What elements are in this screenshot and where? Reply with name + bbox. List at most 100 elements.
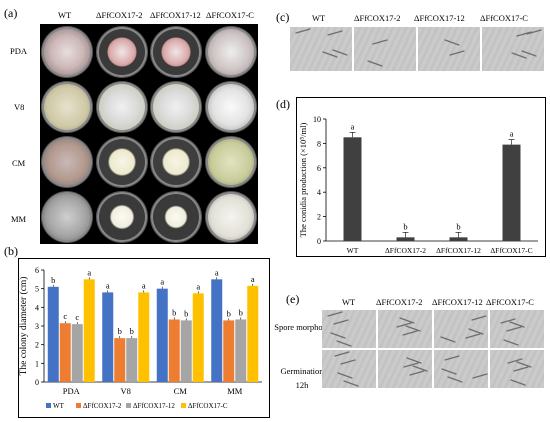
spore [396,322,412,328]
spore [327,311,343,317]
column-header-ko2: ΔFfCOX17-2 [376,297,423,307]
bar [114,338,126,382]
significance-letter: b [403,221,407,231]
column-header-wt: WT [342,297,356,307]
spore [468,328,484,335]
bar [343,137,362,241]
bar [138,292,150,382]
y-tick-label: 5 [35,285,39,294]
legend-label: WT [53,402,65,410]
spore [327,30,343,36]
significance-letter: c [63,311,67,321]
column-header-comp: ΔFfCOX17-C [480,13,528,23]
y-tick-label: 3 [35,322,39,331]
spore [399,317,415,324]
spore [516,361,532,368]
x-tick-label: WT [347,246,359,255]
conidia-micrographs [290,27,546,71]
spore [295,28,311,34]
culture-plate [96,136,147,187]
culture-plates-photo [40,24,258,244]
micrograph-tile [378,310,432,348]
spore [465,333,481,339]
conidia-production-chart: 0 2 4 6 8 10 The conidia production (×10⁵/ml) a… [298,115,538,255]
spore [405,325,421,332]
spore-sketch [444,39,465,56]
significance-letter: b [456,221,460,231]
spore [336,340,352,347]
micrograph-tile [354,27,416,71]
spore [333,319,349,325]
culture-plate [42,26,93,77]
culture-plate [96,81,147,132]
row-label-v8: V8 [14,102,25,112]
spore [447,376,463,383]
y-tick-label: 10 [313,115,321,124]
culture-plate [205,26,256,77]
y-axis-label: The conidia production (×10⁵/ml) [298,122,308,237]
legend-swatch [46,403,51,408]
spore [444,355,460,361]
spore [510,379,526,386]
x-tick-label: PDA [63,386,81,396]
bar [211,279,223,382]
significance-letter: b [227,308,231,318]
spore [406,357,422,364]
significance-letter: b [239,307,243,317]
micrograph-tile [434,310,488,348]
spore [513,366,529,372]
spore [521,50,537,57]
spore [340,359,356,365]
row-label-pda: PDA [10,46,28,56]
micrograph-tile [378,350,432,388]
spore [330,332,346,339]
culture-plate [205,81,256,132]
panel-b-label: (b) [4,244,18,258]
bar [396,237,415,241]
column-header-comp: ΔFfCOX17-C [486,297,534,307]
bar [168,319,180,382]
micrograph-tile [490,350,544,388]
bar [192,293,204,382]
bar [83,279,95,382]
x-tick-label: ΔFfCOX17-2 [385,246,426,255]
spore [343,380,359,387]
micrograph-tile [418,27,480,71]
legend-swatch [181,403,186,408]
y-tick-label: 6 [317,164,321,173]
panel-d-label: (d) [276,97,290,111]
significance-letter: a [87,267,91,277]
significance-letter: b [51,275,55,285]
spore [500,318,516,324]
bar [180,320,192,382]
y-tick-label: 4 [35,303,39,312]
micrograph-tile [322,310,376,348]
spore [471,315,487,321]
bar [102,292,114,382]
spore [503,339,519,346]
legend-swatch [126,403,131,408]
panel-c-col-headers: WT ΔFfCOX17-2 ΔFfCOX17-12 ΔFfCOX17-C [290,13,546,25]
significance-letter: a [215,267,219,277]
spore [507,358,523,364]
spore [372,39,388,45]
spore [334,351,350,357]
column-header-comp: ΔFfCOX17-C [206,10,254,20]
culture-plate [205,136,256,187]
conidia-chart-frame [296,97,546,257]
spore [440,336,456,343]
x-tick-label: CM [174,386,188,396]
y-tick-label: 8 [317,139,321,148]
y-tick-label: 6 [35,266,39,275]
x-tick-label: V8 [121,386,131,396]
column-header-ko12: ΔFfCOX17-12 [150,10,201,20]
spore-sketch [441,355,488,383]
spore-sketch [440,315,487,343]
bar [449,237,468,241]
spore [332,49,348,56]
significance-letter: a [251,274,255,284]
significance-letter: b [130,326,134,336]
bar [71,324,83,382]
row-label-germination: Germination 12h [280,366,324,390]
spore-sketch [403,357,428,376]
